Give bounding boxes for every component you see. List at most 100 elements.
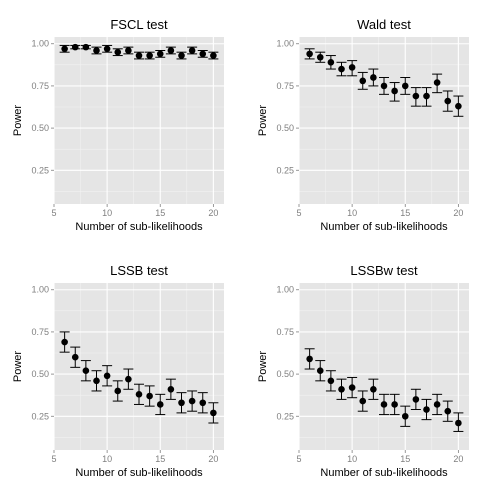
data-point bbox=[338, 65, 345, 73]
data-point bbox=[455, 102, 462, 110]
data-point bbox=[103, 45, 111, 53]
data-point bbox=[167, 385, 175, 393]
x-tick-label: 10 bbox=[347, 208, 357, 218]
data-point bbox=[146, 392, 153, 400]
data-point bbox=[125, 47, 132, 54]
data-point bbox=[380, 82, 388, 90]
y-tick-label: 0.50 bbox=[276, 123, 294, 133]
data-point bbox=[380, 401, 388, 408]
y-tick-label: 0.25 bbox=[31, 165, 49, 175]
y-tick-label: 0.25 bbox=[31, 411, 49, 421]
data-point bbox=[391, 87, 398, 95]
data-point bbox=[188, 47, 196, 54]
data-point bbox=[348, 384, 356, 391]
data-point bbox=[370, 385, 377, 393]
data-point bbox=[103, 372, 111, 380]
data-point bbox=[125, 375, 132, 383]
data-point bbox=[348, 64, 356, 71]
x-tick-label: 20 bbox=[453, 454, 463, 464]
data-point bbox=[391, 401, 398, 408]
x-tick-label: 5 bbox=[51, 454, 56, 464]
y-tick-label: 1.00 bbox=[31, 39, 49, 49]
y-tick-label: 0.50 bbox=[31, 123, 49, 133]
panel-background bbox=[54, 283, 224, 450]
chart-panel-3: 5 10 15 20 0.25 0.50 0.75 1.00 LSSB test Number o… bbox=[12, 263, 224, 479]
x-tick-label: 15 bbox=[155, 208, 165, 218]
y-tick-label: 1.00 bbox=[276, 285, 294, 295]
data-point bbox=[412, 396, 420, 403]
y-tick-label: 0.75 bbox=[31, 81, 49, 91]
x-tick-label: 20 bbox=[208, 454, 218, 464]
data-point bbox=[178, 52, 185, 59]
data-point bbox=[338, 385, 345, 393]
x-tick-label: 20 bbox=[453, 208, 463, 218]
data-point bbox=[412, 92, 420, 100]
y-tick-label: 0.75 bbox=[31, 327, 49, 337]
x-axis-label: Number of sub-likelihoods bbox=[320, 467, 448, 479]
x-tick-label: 10 bbox=[102, 208, 112, 218]
data-point bbox=[114, 48, 122, 56]
x-tick-label: 15 bbox=[400, 454, 410, 464]
data-point bbox=[210, 52, 217, 59]
x-tick-label: 15 bbox=[400, 208, 410, 218]
x-axis-label: Number of sub-likelihoods bbox=[320, 221, 448, 233]
data-point bbox=[135, 52, 143, 59]
data-point bbox=[93, 377, 100, 385]
data-point bbox=[327, 377, 335, 385]
data-point bbox=[167, 47, 175, 54]
chart-panel-1: 5 10 15 20 0.25 0.50 0.75 1.00 FSCL test Number o… bbox=[12, 17, 224, 233]
y-axis-label: Power bbox=[12, 105, 24, 137]
data-point bbox=[71, 353, 79, 361]
x-tick-label: 10 bbox=[102, 454, 112, 464]
x-tick-label: 5 bbox=[296, 208, 301, 218]
data-point bbox=[199, 50, 207, 58]
y-axis-label: Power bbox=[257, 105, 269, 137]
x-tick-label: 20 bbox=[208, 208, 218, 218]
data-point bbox=[61, 338, 68, 346]
data-point bbox=[71, 43, 79, 51]
data-point bbox=[135, 391, 143, 398]
y-tick-label: 1.00 bbox=[276, 39, 294, 49]
data-point bbox=[444, 407, 452, 415]
data-point bbox=[359, 77, 367, 85]
y-tick-label: 0.75 bbox=[276, 327, 294, 337]
data-point bbox=[327, 59, 335, 66]
chart-panel-2: 5 10 15 20 0.25 0.50 0.75 1.00 Wald test Number o… bbox=[257, 17, 469, 233]
data-point bbox=[455, 419, 462, 427]
chart-panel-4: 5 10 15 20 0.25 0.50 0.75 1.00 LSSBw test Number … bbox=[257, 263, 469, 479]
x-axis-label: Number of sub-likelihoods bbox=[75, 467, 203, 479]
y-axis-label: Power bbox=[257, 351, 269, 383]
data-point bbox=[306, 50, 313, 58]
x-tick-label: 5 bbox=[51, 208, 56, 218]
data-point bbox=[370, 74, 377, 81]
data-point bbox=[306, 355, 313, 363]
data-point bbox=[82, 43, 90, 51]
data-point bbox=[210, 409, 217, 417]
panel-title: Wald test bbox=[357, 17, 411, 32]
x-tick-label: 15 bbox=[155, 454, 165, 464]
data-point bbox=[359, 397, 367, 405]
data-point bbox=[444, 97, 452, 105]
data-point bbox=[316, 367, 324, 375]
data-point bbox=[423, 92, 430, 100]
data-point bbox=[316, 53, 324, 61]
data-point bbox=[156, 401, 164, 408]
data-point bbox=[156, 50, 164, 58]
panel-background bbox=[54, 37, 224, 204]
data-point bbox=[114, 387, 122, 395]
data-point bbox=[423, 406, 430, 413]
data-point bbox=[433, 401, 441, 408]
x-axis-label: Number of sub-likelihoods bbox=[75, 221, 203, 233]
panel-title: FSCL test bbox=[110, 17, 168, 32]
data-point bbox=[401, 82, 409, 90]
y-tick-label: 0.75 bbox=[276, 81, 294, 91]
data-point bbox=[188, 397, 196, 405]
data-point bbox=[401, 412, 409, 420]
y-tick-label: 0.50 bbox=[276, 369, 294, 379]
y-axis-label: Power bbox=[12, 351, 24, 383]
y-tick-label: 0.25 bbox=[276, 411, 294, 421]
data-point bbox=[433, 79, 441, 86]
panel-title: LSSB test bbox=[110, 263, 168, 278]
